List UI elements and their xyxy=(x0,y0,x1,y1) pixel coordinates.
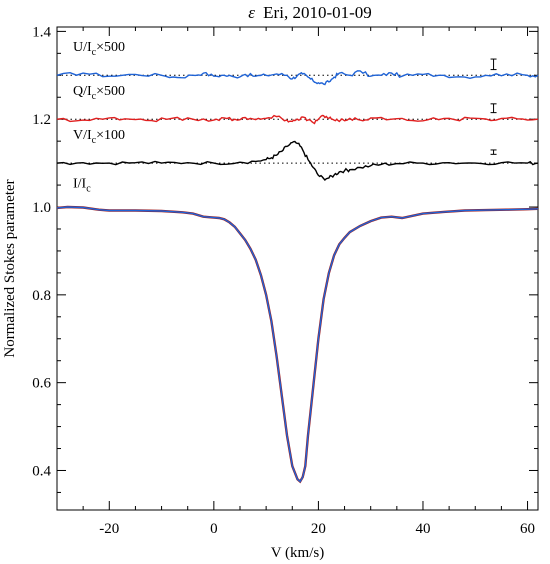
x-tick-label: 60 xyxy=(520,521,535,537)
chart-title: ε Eri, 2010-01-09 xyxy=(248,3,372,22)
series-lines xyxy=(56,70,539,484)
series-line-q-i xyxy=(56,114,539,125)
y-tick-label: 0.8 xyxy=(32,288,51,304)
x-axis-label: V (km/s) xyxy=(271,545,324,561)
series-line-u-i xyxy=(56,70,539,86)
model-line-I xyxy=(56,205,539,484)
series-label-u: U/Ic×500 xyxy=(73,40,125,58)
y-tick-label: 1.2 xyxy=(32,112,51,128)
title-text: Eri, 2010-01-09 xyxy=(263,3,372,22)
y-tick-label: 0.4 xyxy=(32,463,51,479)
y-axis-label: Normalized Stokes parameter xyxy=(2,179,18,357)
x-tick-label: 0 xyxy=(210,521,218,537)
x-tick-label: 40 xyxy=(415,521,430,537)
series-label-i: I/Ic xyxy=(73,176,91,194)
series-label-v: V/Ic×100 xyxy=(73,128,125,146)
error-bars xyxy=(490,58,497,155)
y-tick-label: 1.4 xyxy=(32,24,51,40)
plot-frame xyxy=(56,26,539,511)
y-tick-label: 0.6 xyxy=(32,376,51,392)
series-labels: U/Ic×500 Q/Ic×500 V/Ic×100 I/Ic xyxy=(73,40,125,194)
title-symbol: ε xyxy=(248,3,255,22)
x-tick-label: 20 xyxy=(311,521,326,537)
y-tick-label: 1.0 xyxy=(32,200,51,216)
x-tick-label: -20 xyxy=(99,521,119,537)
axis-tick-labels: -20 0 20 40 60 0.4 0.6 0.8 1.0 1.2 1.4 xyxy=(32,24,535,537)
series-line-v-i xyxy=(56,140,539,182)
axis-ticks xyxy=(56,27,538,510)
svg-text:ε Eri, 2010-01-09: ε Eri, 2010-01-09 xyxy=(248,3,372,22)
series-label-q: Q/Ic×500 xyxy=(73,84,125,102)
series-line-i-i xyxy=(56,206,539,483)
